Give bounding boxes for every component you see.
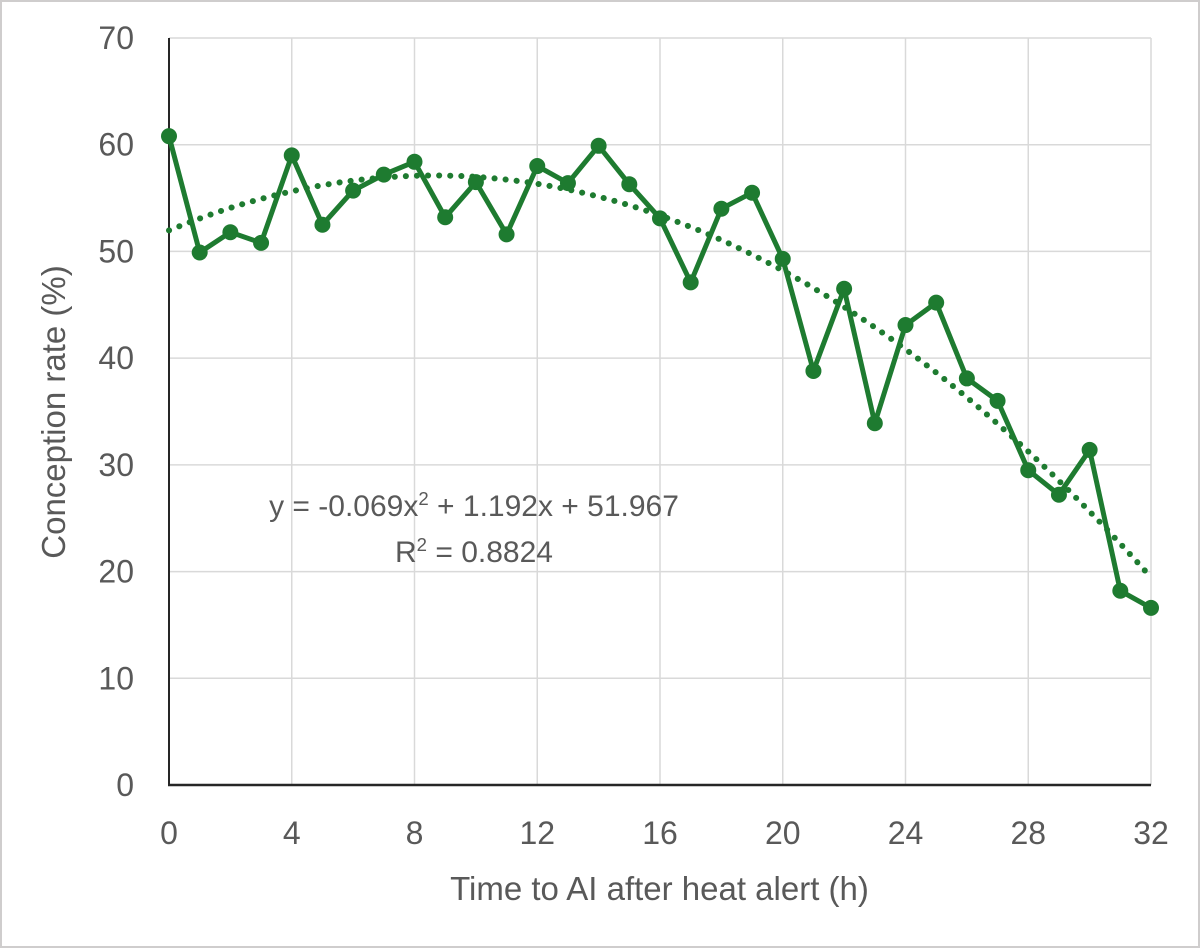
- data-point-marker: [375, 166, 392, 183]
- data-point-marker: [283, 147, 300, 164]
- data-point-marker: [774, 250, 791, 267]
- x-tick-label: 0: [160, 815, 178, 851]
- y-tick-label: 50: [98, 233, 134, 269]
- data-point-marker: [836, 280, 853, 297]
- x-tick-label: 24: [888, 815, 924, 851]
- x-tick-label: 4: [283, 815, 301, 851]
- data-point-marker: [1143, 599, 1159, 616]
- x-tick-label: 28: [1010, 815, 1046, 851]
- data-point-marker: [713, 200, 730, 217]
- data-point-marker: [529, 158, 546, 175]
- data-point-marker: [744, 184, 761, 201]
- y-tick-label: 30: [98, 447, 134, 483]
- x-tick-label: 16: [642, 815, 678, 851]
- data-point-marker: [467, 174, 484, 191]
- data-point-marker: [928, 294, 945, 311]
- data-point-marker: [406, 153, 423, 170]
- data-point-marker: [161, 128, 177, 145]
- data-point-marker: [498, 226, 515, 243]
- y-tick-label: 70: [98, 20, 134, 56]
- x-tick-label: 8: [406, 815, 424, 851]
- data-point-marker: [253, 234, 270, 251]
- data-point-marker: [191, 244, 208, 261]
- data-point-marker: [682, 274, 699, 291]
- trendline-annotation: y = -0.069x2 + 1.192x + 51.967 R2 = 0.88…: [269, 480, 679, 572]
- data-point-marker: [805, 362, 822, 379]
- trendline-equation: y = -0.069x2 + 1.192x + 51.967: [269, 488, 679, 523]
- data-point-marker: [559, 175, 576, 192]
- trendline-r-squared: R2 = 0.8824: [395, 534, 553, 569]
- data-point-marker: [989, 392, 1006, 409]
- data-point-marker: [345, 182, 362, 199]
- data-point-marker: [314, 216, 331, 233]
- x-tick-label: 12: [519, 815, 555, 851]
- data-point-marker: [437, 209, 454, 226]
- trendline-dotted-curve: [166, 172, 1154, 581]
- data-point-marker: [897, 317, 914, 334]
- y-tick-label: 60: [98, 127, 134, 163]
- data-point-marker: [1081, 441, 1098, 458]
- data-point-marker: [222, 224, 239, 241]
- x-axis-title: Time to AI after heat alert (h): [450, 870, 869, 907]
- data-point-marker: [1020, 462, 1037, 479]
- data-point-marker: [621, 176, 638, 193]
- data-point-marker: [590, 137, 607, 154]
- y-tick-label: 40: [98, 340, 134, 376]
- y-tick-label: 10: [98, 660, 134, 696]
- data-point-marker: [958, 370, 975, 387]
- x-tick-label: 20: [765, 815, 801, 851]
- data-point-marker: [1112, 582, 1129, 599]
- data-point-marker: [652, 210, 668, 227]
- x-tick-label: 32: [1133, 815, 1169, 851]
- y-tick-label: 0: [116, 767, 134, 803]
- data-point-marker: [866, 415, 883, 432]
- y-axis-title: Conception rate (%): [35, 265, 72, 559]
- y-tick-label: 20: [98, 554, 134, 590]
- data-point-marker: [1050, 486, 1067, 503]
